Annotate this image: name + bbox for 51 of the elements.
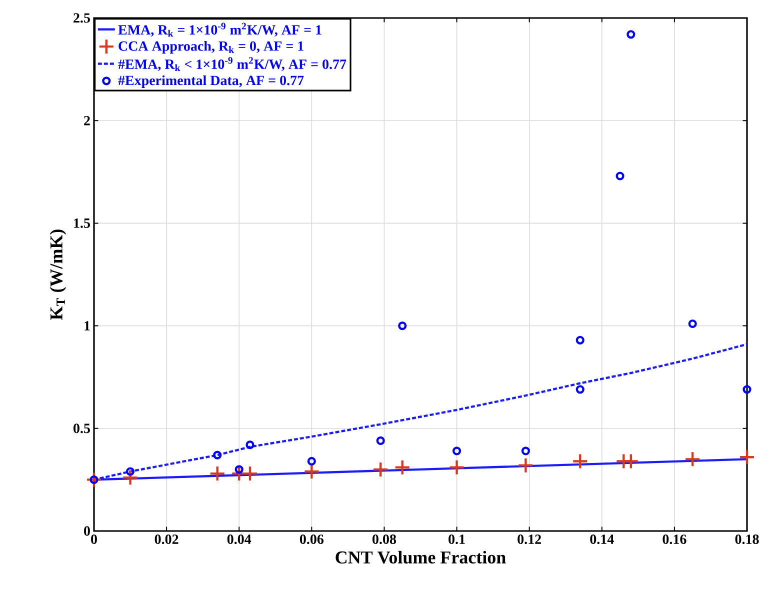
x-tick-label: 0 — [91, 534, 97, 544]
point — [376, 436, 385, 446]
x-tick-label: 0.18 — [735, 534, 759, 544]
point — [304, 463, 320, 480]
x-tick-label: 0.1 — [448, 534, 465, 544]
x-tick-label: 0.16 — [662, 534, 686, 544]
legend-label: EMA, R$_{k}$ = 1×10$^{-9}$ m$^{2}$K/W, AF = 1 — [118, 22, 322, 37]
point — [234, 465, 244, 474]
point — [394, 459, 410, 476]
x-tick-label: 0.02 — [154, 534, 178, 544]
point — [398, 322, 407, 330]
point — [246, 440, 254, 450]
point — [688, 319, 697, 328]
point — [576, 336, 584, 344]
point — [742, 385, 752, 394]
x-tick-label: 0.14 — [590, 534, 614, 544]
point — [684, 451, 701, 468]
point — [307, 456, 316, 466]
point — [90, 475, 98, 484]
x-axis-title: CNT Volume Fraction — [336, 550, 506, 564]
x-tick-label: 0.12 — [518, 534, 541, 544]
x-tick-label: 0.06 — [300, 534, 324, 544]
point — [448, 459, 465, 476]
x-tick-label: 0.08 — [372, 534, 396, 544]
y-tick-label: 2 — [84, 116, 90, 126]
point — [86, 472, 102, 488]
y-tick-label: 0 — [84, 526, 90, 536]
legend-label: CCA Approach, R$_{k}$ = 0, AF = 1 — [118, 40, 304, 54]
point — [126, 467, 135, 476]
point — [572, 453, 588, 470]
point — [616, 172, 624, 180]
x-tick-label: 0.04 — [227, 534, 252, 544]
legend-label: #EMA, R$_{k}$ < 1×10$^{-9}$ m$^{2}$K/W, AF = 0.77 — [118, 57, 346, 72]
point — [242, 465, 258, 482]
y-tick-label: 2.5 — [74, 13, 90, 23]
y-tick-label: 1.5 — [74, 218, 90, 228]
point — [209, 465, 226, 482]
point — [738, 449, 756, 466]
y-tick-label: 0.5 — [74, 424, 90, 434]
y-axis-title: K$_{T}$ (W/mK) — [50, 230, 66, 320]
point — [122, 470, 138, 486]
y-tick-label: 1 — [84, 321, 90, 330]
point — [452, 446, 462, 456]
point — [626, 30, 636, 39]
legend-label: #Experimental Data, AF = 0.77 — [118, 75, 304, 88]
point — [518, 457, 534, 474]
point — [576, 385, 584, 394]
point — [213, 450, 222, 460]
point — [521, 446, 530, 456]
point — [622, 453, 640, 470]
point — [372, 461, 389, 478]
